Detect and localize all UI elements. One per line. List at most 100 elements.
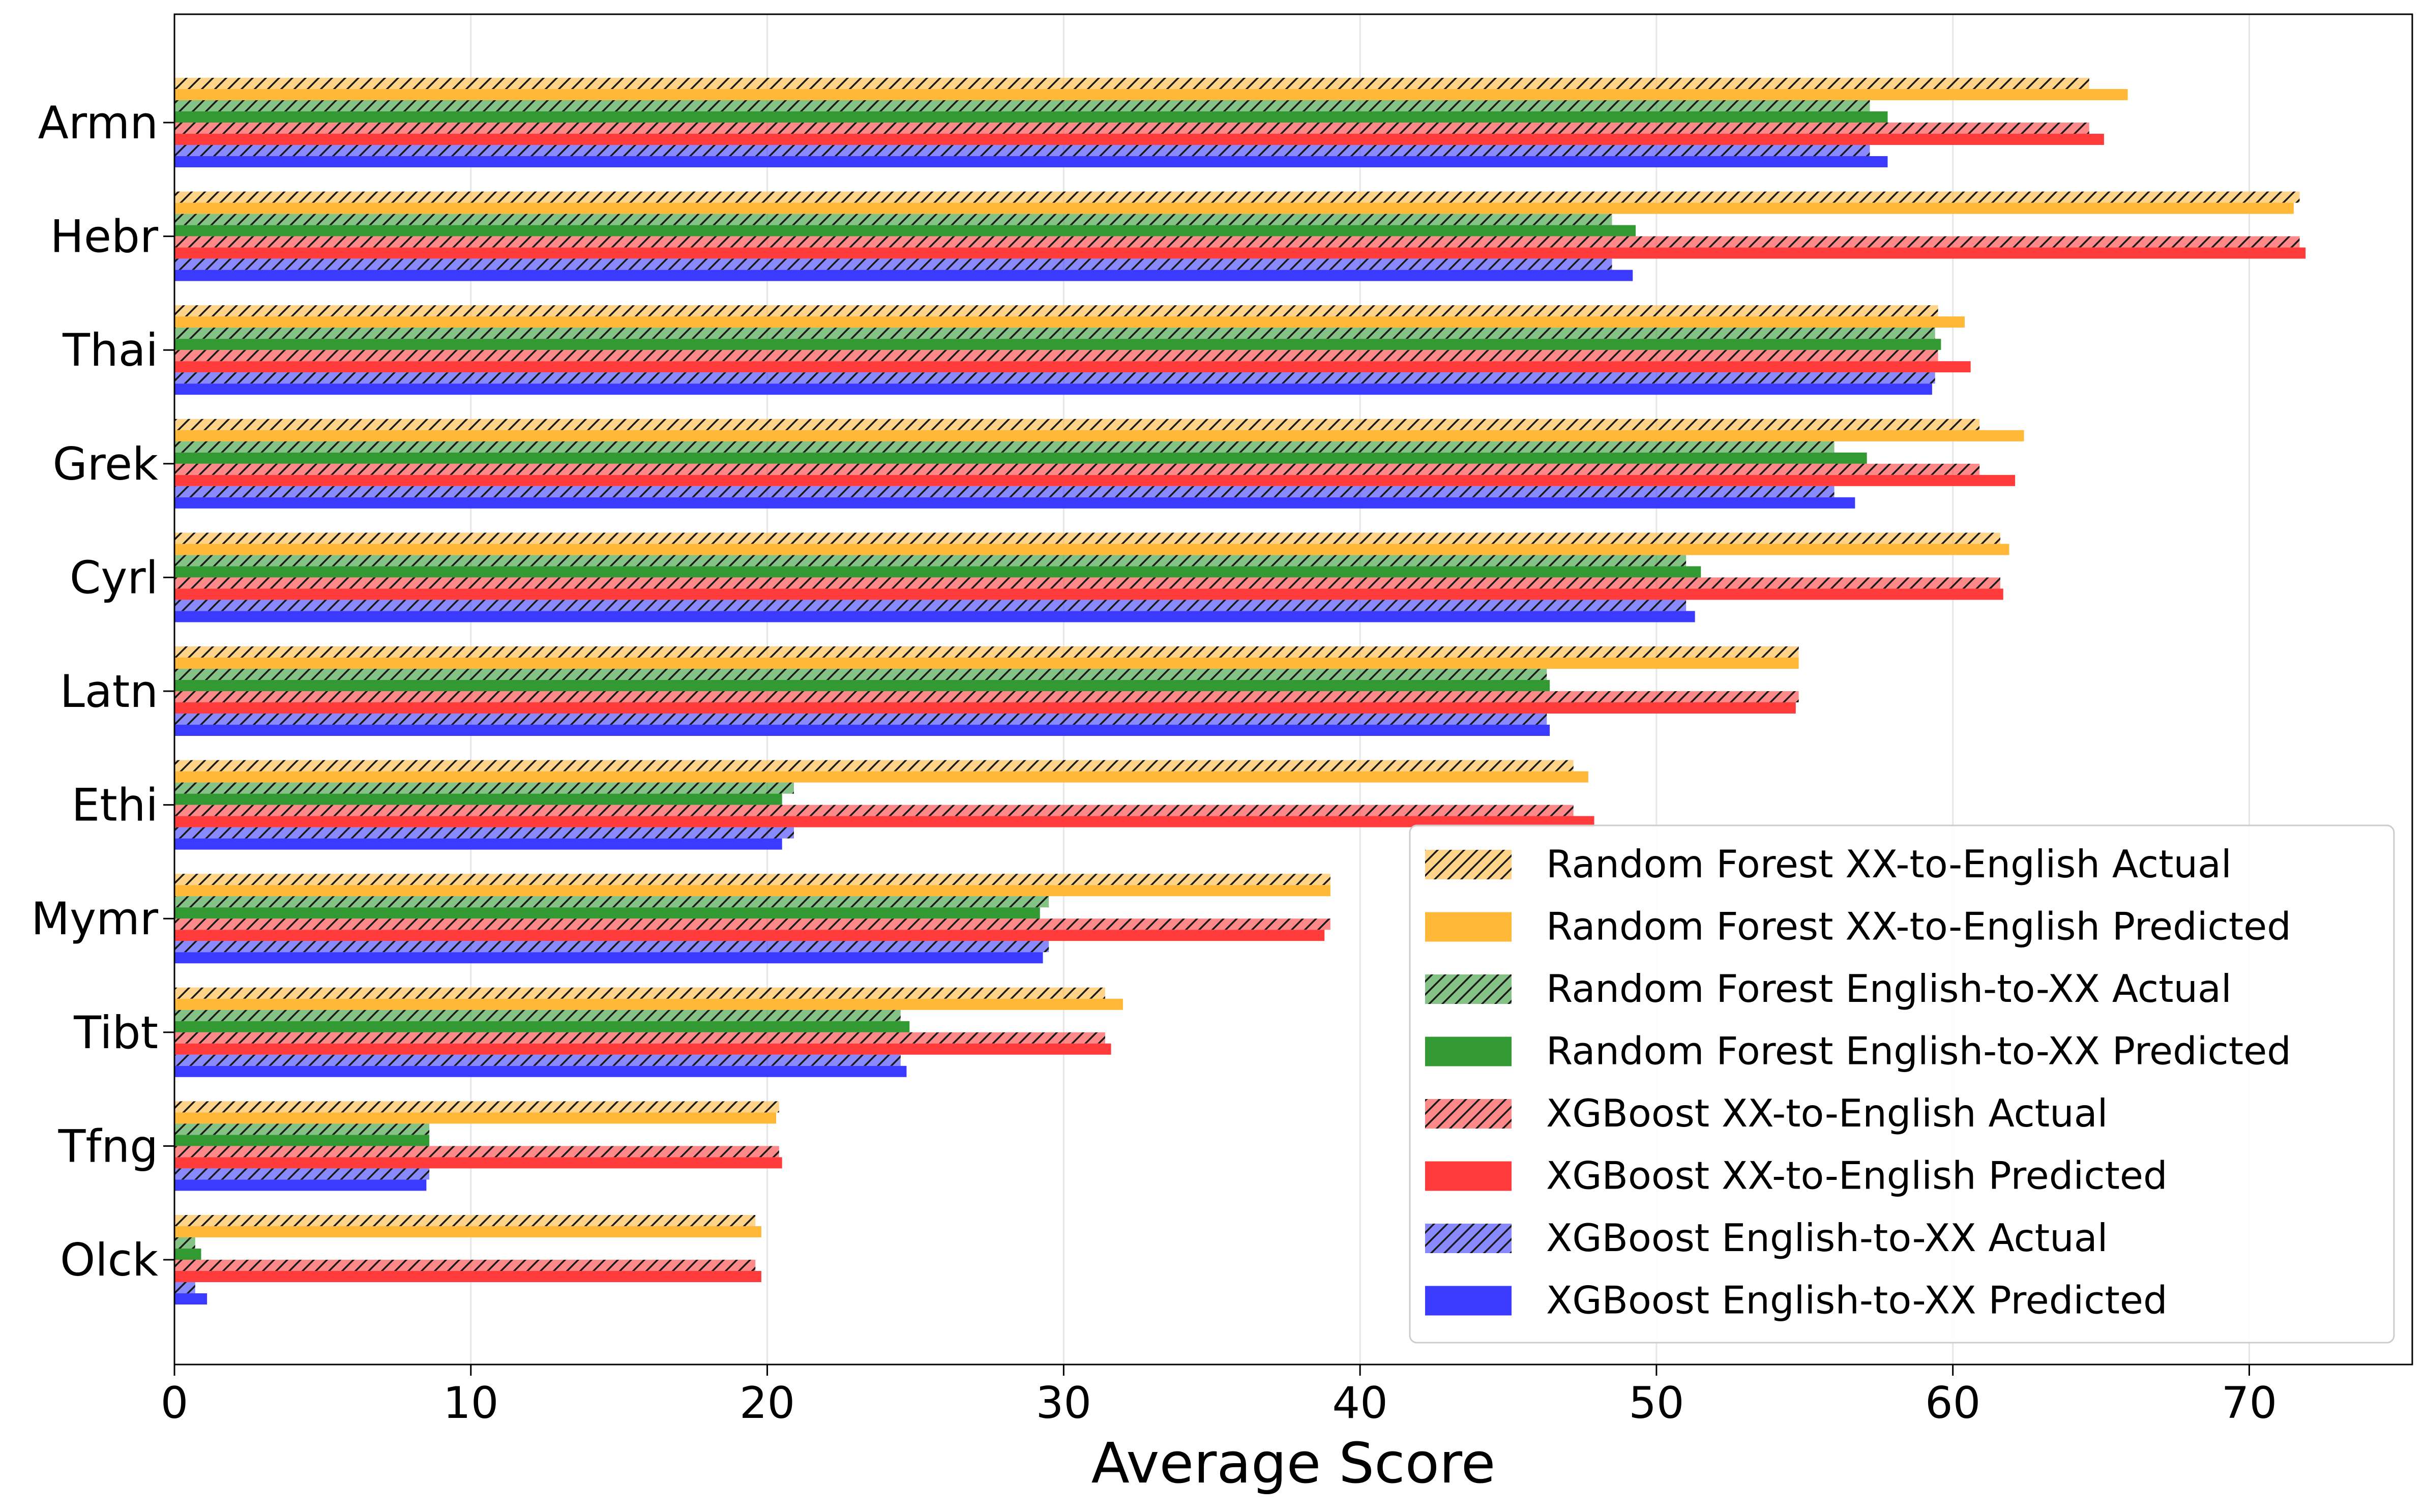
bar-armn-xgboost-xx-to-english-actual <box>174 123 2089 134</box>
bar-tfng-random-forest-english-to-xx-actual <box>174 1123 430 1135</box>
bar-grek-xgboost-xx-to-english-predicted <box>174 475 2016 486</box>
legend-entry-xgboost-english-to-xx-actual[interactable]: XGBoost English-to-XX Actual <box>1425 1215 2108 1260</box>
legend-entry-xgboost-english-to-xx-predicted[interactable]: XGBoost English-to-XX Predicted <box>1425 1278 2168 1323</box>
bar-tibt-xgboost-xx-to-english-actual <box>174 1032 1105 1044</box>
legend-label: XGBoost English-to-XX Predicted <box>1546 1278 2168 1323</box>
legend-entry-random-forest-xx-to-english-predicted[interactable]: Random Forest XX-to-English Predicted <box>1425 904 2291 949</box>
y-tick-label-hebr: Hebr <box>50 211 159 263</box>
y-tick-label-grek: Grek <box>52 438 158 490</box>
bar-armn-xgboost-english-to-xx-actual <box>174 145 1870 156</box>
bar-hebr-random-forest-xx-to-english-actual <box>174 191 2300 203</box>
bar-ethi-xgboost-english-to-xx-actual <box>174 827 794 839</box>
bar-thai-xgboost-english-to-xx-actual <box>174 372 1935 384</box>
legend-swatch <box>1425 1224 1512 1253</box>
legend-swatch <box>1425 974 1512 1004</box>
legend-swatch <box>1425 912 1512 942</box>
bar-armn-random-forest-xx-to-english-actual <box>174 78 2089 89</box>
x-tick-label: 10 <box>443 1378 498 1429</box>
y-tick-label-latn: Latn <box>60 665 158 718</box>
bar-grek-xgboost-english-to-xx-actual <box>174 486 1835 497</box>
bar-mymr-xgboost-xx-to-english-predicted <box>174 930 1325 941</box>
y-axis: Armn Hebr Thai Grek Cyrl Latn Ethi Mymr Tibt Tfng… <box>31 97 174 1286</box>
bars <box>174 78 2306 1305</box>
bar-latn-random-forest-english-to-xx-predicted <box>174 680 1550 691</box>
bar-cyrl-random-forest-english-to-xx-predicted <box>174 566 1701 578</box>
bar-cyrl-xgboost-xx-to-english-predicted <box>174 588 2003 600</box>
bar-tibt-xgboost-english-to-xx-actual <box>174 1054 901 1066</box>
bar-ethi-random-forest-english-to-xx-predicted <box>174 793 782 805</box>
x-tick-label: 30 <box>1036 1378 1091 1429</box>
bar-tfng-xgboost-english-to-xx-predicted <box>174 1179 427 1191</box>
bar-armn-random-forest-english-to-xx-actual <box>174 100 1870 111</box>
legend-label: Random Forest English-to-XX Predicted <box>1546 1029 2291 1074</box>
legend-label: Random Forest XX-to-English Predicted <box>1546 904 2291 949</box>
y-tick-label-cyrl: Cyrl <box>70 551 158 604</box>
bar-tibt-xgboost-xx-to-english-predicted <box>174 1043 1111 1055</box>
bar-tibt-random-forest-xx-to-english-actual <box>174 987 1105 999</box>
legend-swatch <box>1425 1099 1512 1129</box>
x-tick-label: 20 <box>739 1378 795 1429</box>
plot-frame <box>173 13 2413 1366</box>
bar-mymr-random-forest-english-to-xx-actual <box>174 896 1049 908</box>
bar-hebr-xgboost-xx-to-english-predicted <box>174 247 2306 259</box>
y-tick-label-mymr: Mymr <box>31 893 159 945</box>
bar-cyrl-xgboost-english-to-xx-actual <box>174 600 1687 611</box>
legend-swatch <box>1425 850 1512 879</box>
legend-swatch <box>1425 1286 1512 1316</box>
bar-ethi-random-forest-xx-to-english-predicted <box>174 771 1588 783</box>
legend[interactable]: Random Forest XX-to-English Actual Random… <box>1409 824 2395 1344</box>
legend-entry-xgboost-xx-to-english-actual[interactable]: XGBoost XX-to-English Actual <box>1425 1091 2108 1136</box>
bar-latn-random-forest-xx-to-english-actual <box>174 646 1799 658</box>
y-tick-label-thai: Thai <box>62 324 158 376</box>
bar-thai-random-forest-xx-to-english-actual <box>174 305 1938 317</box>
bar-olck-random-forest-english-to-xx-actual <box>174 1237 195 1249</box>
bar-thai-xgboost-xx-to-english-predicted <box>174 361 1971 373</box>
legend-entry-xgboost-xx-to-english-predicted[interactable]: XGBoost XX-to-English Predicted <box>1425 1153 2168 1198</box>
legend-entry-random-forest-english-to-xx-predicted[interactable]: Random Forest English-to-XX Predicted <box>1425 1029 2291 1074</box>
bar-mymr-xgboost-english-to-xx-actual <box>174 941 1049 953</box>
bar-latn-xgboost-xx-to-english-actual <box>174 691 1799 702</box>
bar-ethi-xgboost-xx-to-english-predicted <box>174 816 1594 827</box>
bar-tibt-xgboost-english-to-xx-predicted <box>174 1065 907 1077</box>
bar-ethi-xgboost-xx-to-english-actual <box>174 805 1574 816</box>
bar-hebr-xgboost-english-to-xx-predicted <box>174 270 1633 281</box>
bar-cyrl-random-forest-xx-to-english-actual <box>174 532 2000 544</box>
bar-olck-random-forest-english-to-xx-predicted <box>174 1249 201 1260</box>
bar-grek-xgboost-xx-to-english-actual <box>174 463 1980 475</box>
bar-armn-xgboost-xx-to-english-predicted <box>174 134 2104 145</box>
y-tick-label-olck: Olck <box>60 1234 158 1286</box>
bar-cyrl-xgboost-xx-to-english-actual <box>174 577 2000 589</box>
bar-thai-random-forest-english-to-xx-predicted <box>174 339 1941 350</box>
y-tick-label-ethi: Ethi <box>72 779 158 832</box>
legend-entry-random-forest-english-to-xx-actual[interactable]: Random Forest English-to-XX Actual <box>1425 966 2232 1011</box>
bar-armn-xgboost-english-to-xx-predicted <box>174 156 1888 167</box>
bar-grek-random-forest-xx-to-english-actual <box>174 419 1980 430</box>
bar-hebr-random-forest-english-to-xx-actual <box>174 214 1612 225</box>
bar-thai-xgboost-english-to-xx-predicted <box>174 383 1932 395</box>
bar-olck-xgboost-english-to-xx-actual <box>174 1282 195 1293</box>
bar-latn-random-forest-english-to-xx-actual <box>174 669 1547 680</box>
x-axis-label: Average Score <box>1091 1431 1496 1496</box>
bar-latn-xgboost-xx-to-english-predicted <box>174 702 1796 714</box>
legend-entry-random-forest-xx-to-english-actual[interactable]: Random Forest XX-to-English Actual <box>1425 842 2232 886</box>
bar-cyrl-random-forest-english-to-xx-actual <box>174 555 1687 567</box>
bar-olck-random-forest-xx-to-english-predicted <box>174 1226 761 1237</box>
bar-mymr-xgboost-english-to-xx-predicted <box>174 952 1043 964</box>
legend-label: XGBoost XX-to-English Predicted <box>1546 1153 2168 1198</box>
bar-tibt-random-forest-english-to-xx-predicted <box>174 1021 910 1032</box>
legend-label: XGBoost XX-to-English Actual <box>1546 1091 2108 1136</box>
bar-hebr-random-forest-english-to-xx-predicted <box>174 225 1636 236</box>
bar-latn-xgboost-english-to-xx-predicted <box>174 725 1550 736</box>
bar-cyrl-random-forest-xx-to-english-predicted <box>174 544 2009 555</box>
bar-tfng-xgboost-xx-to-english-predicted <box>174 1157 782 1169</box>
bar-tfng-xgboost-xx-to-english-actual <box>174 1146 779 1158</box>
bar-olck-xgboost-english-to-xx-predicted <box>174 1293 208 1305</box>
bar-ethi-random-forest-english-to-xx-actual <box>174 782 794 794</box>
y-tick-label-tibt: Tibt <box>73 1006 158 1059</box>
bar-thai-random-forest-english-to-xx-actual <box>174 328 1935 339</box>
bar-latn-random-forest-xx-to-english-predicted <box>174 658 1799 669</box>
bar-armn-random-forest-english-to-xx-predicted <box>174 111 1888 123</box>
bar-hebr-xgboost-english-to-xx-actual <box>174 258 1612 270</box>
